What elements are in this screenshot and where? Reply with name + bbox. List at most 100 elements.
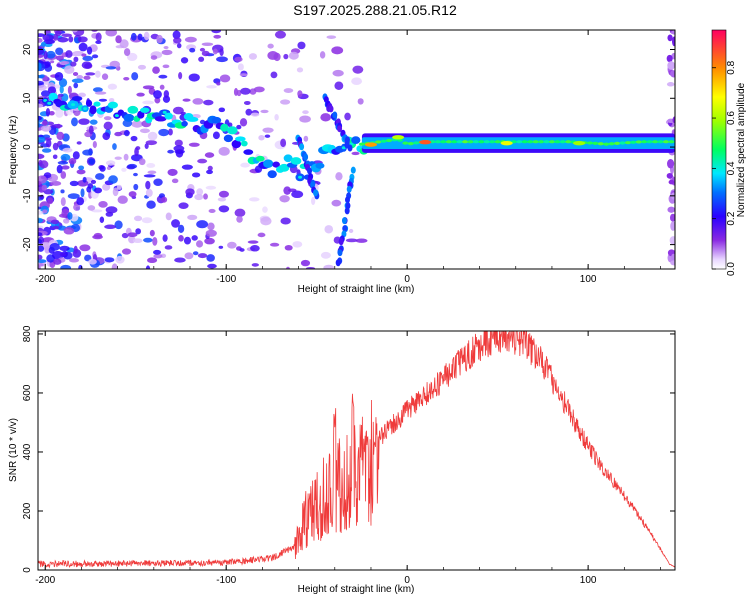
noise-blob	[211, 30, 222, 34]
noise-blob	[60, 60, 70, 65]
noise-blob	[250, 112, 260, 117]
noise-blob	[204, 152, 215, 158]
noise-blob	[173, 145, 185, 152]
spectrogram-x-tick-label: -100	[216, 274, 236, 285]
snr-frame	[37, 330, 676, 571]
noise-blob	[162, 64, 170, 69]
spectrogram-y-label: Frequency (Hz)	[8, 116, 19, 185]
noise-blob	[280, 138, 287, 148]
noise-blob	[162, 95, 171, 103]
noise-blob	[103, 116, 112, 121]
noise-blob	[63, 218, 70, 224]
ridge-blob	[123, 113, 135, 122]
signal-band-core	[527, 140, 534, 144]
noise-blob	[108, 98, 115, 103]
snr-background	[38, 331, 675, 570]
noise-blob	[207, 263, 217, 269]
noise-blob	[145, 265, 151, 269]
noise-blob	[205, 185, 217, 190]
ridge-blob	[140, 107, 150, 113]
noise-blob	[187, 214, 198, 221]
noise-blob	[98, 98, 108, 102]
signal-band-core	[608, 142, 615, 146]
streak-blob	[344, 207, 350, 215]
noise-blob	[228, 122, 233, 128]
noise-blob	[73, 56, 79, 63]
noise-blob	[178, 72, 183, 80]
noise-blob	[174, 257, 186, 263]
noise-blob	[55, 30, 62, 37]
signal-band-core	[586, 141, 593, 145]
noise-blob	[348, 228, 354, 233]
noise-blob	[38, 232, 43, 237]
noise-blob	[239, 248, 245, 252]
noise-blob	[319, 51, 326, 59]
noise-blob	[48, 111, 55, 116]
noise-blob	[171, 219, 180, 228]
noise-blob	[104, 257, 115, 263]
noise-blob	[67, 212, 73, 220]
signal-band-core	[478, 140, 485, 144]
noise-blob	[60, 264, 72, 269]
noise-blob	[123, 129, 130, 137]
spectrogram-y-tick-label: 10	[22, 92, 33, 104]
noise-blob	[128, 191, 137, 198]
noise-blob	[38, 74, 45, 79]
noise-blob	[95, 70, 101, 78]
noise-blob	[323, 264, 335, 269]
noise-blob	[62, 147, 73, 153]
noise-blob	[135, 228, 142, 235]
streak-blob	[332, 111, 338, 119]
noise-blob	[216, 56, 228, 63]
noise-blob	[197, 158, 208, 164]
noise-blob	[196, 240, 204, 248]
noise-blob	[92, 141, 97, 149]
noise-blob	[147, 257, 158, 264]
noise-blob	[72, 72, 79, 77]
noise-blob	[262, 127, 274, 133]
noise-blob	[105, 160, 116, 166]
noise-blob	[38, 238, 43, 244]
noise-blob	[181, 164, 193, 170]
noise-blob	[38, 80, 44, 86]
noise-blob	[250, 244, 260, 252]
noise-blob	[283, 53, 289, 60]
noise-blob	[71, 78, 84, 83]
noise-blob	[291, 190, 304, 199]
noise-blob	[76, 169, 86, 175]
noise-blob	[78, 42, 88, 52]
streak-blob	[299, 143, 305, 151]
noise-blob	[64, 65, 75, 74]
noise-blob	[45, 138, 52, 148]
noise-blob	[207, 165, 213, 171]
noise-blob	[43, 137, 52, 141]
noise-blob	[47, 197, 54, 205]
ridge-blob	[137, 110, 145, 119]
noise-blob	[161, 49, 173, 56]
streak-blob	[342, 225, 348, 233]
noise-blob	[185, 188, 195, 196]
noise-blob	[80, 188, 85, 198]
noise-blob	[55, 55, 64, 61]
noise-blob	[68, 157, 77, 165]
noise-blob	[112, 187, 119, 197]
signal-band-core	[402, 141, 409, 145]
noise-blob	[87, 183, 94, 189]
noise-blob	[107, 83, 118, 90]
noise-blob	[248, 53, 258, 60]
ridge-core	[83, 107, 88, 111]
noise-blob	[153, 178, 163, 186]
noise-blob	[52, 225, 60, 230]
noise-blob	[158, 128, 170, 137]
spectrogram-x-tick-label: 100	[580, 274, 597, 285]
noise-blob	[79, 244, 91, 252]
noise-blob	[93, 187, 103, 194]
noise-blob	[115, 255, 125, 264]
noise-blob	[270, 71, 278, 79]
noise-blob	[59, 85, 64, 94]
noise-blob	[115, 35, 122, 44]
noise-blob	[112, 143, 117, 151]
ridge-blob	[283, 154, 293, 163]
noise-blob	[38, 206, 42, 210]
noise-blob	[82, 149, 93, 156]
